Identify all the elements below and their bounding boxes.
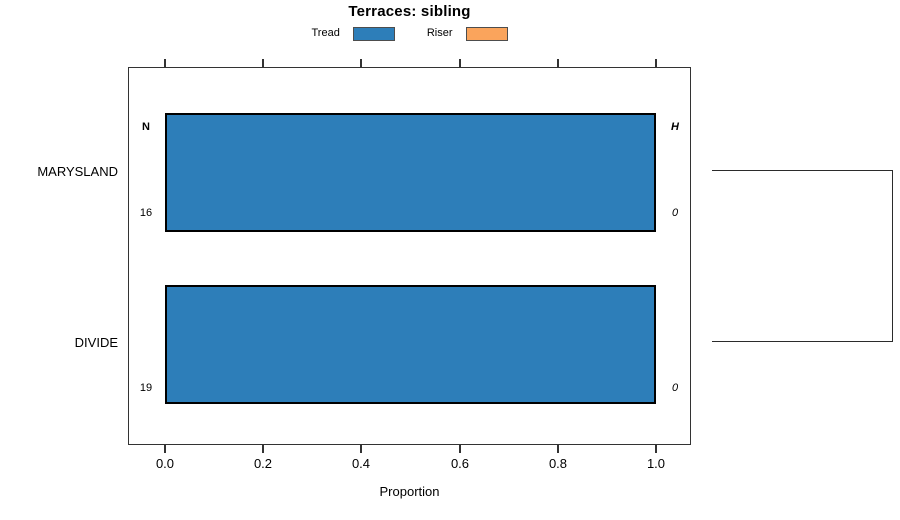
bottom-axis-tick: [360, 445, 362, 453]
x-tick-label: 0.6: [450, 456, 470, 471]
bottom-axis-tick: [655, 445, 657, 453]
chart-title: Terraces: sibling: [348, 3, 471, 20]
legend-swatch-riser: [465, 26, 508, 41]
top-axis-tick: [557, 59, 559, 67]
bottom-axis-tick: [557, 445, 559, 453]
legend: Tread Riser: [128, 25, 691, 42]
legend-label-tread: Tread: [311, 27, 340, 39]
legend-item-tread: Tread: [311, 26, 395, 41]
annotation-h-header: H: [671, 121, 679, 133]
bottom-axis-tick: [459, 445, 461, 453]
top-axis-tick: [459, 59, 461, 67]
x-tick-label: 0.4: [351, 456, 371, 471]
top-axis-tick: [655, 59, 657, 67]
x-tick-label: 1.0: [646, 456, 666, 471]
bottom-axis-tick: [164, 445, 166, 453]
x-tick-label: 0.8: [548, 456, 568, 471]
y-tick-label-marysland: MARYSLAND: [37, 164, 118, 179]
bottom-axis-tick: [262, 445, 264, 453]
top-axis-tick: [262, 59, 264, 67]
legend-label-riser: Riser: [426, 27, 453, 39]
legend-swatch-tread: [352, 26, 395, 41]
y-tick-label-divide: DIVIDE: [74, 335, 118, 350]
annotation-n-divide: 19: [139, 382, 153, 394]
top-axis-tick: [360, 59, 362, 67]
legend-item-riser: Riser: [426, 26, 508, 41]
bar-marysland-tread: [165, 113, 656, 232]
right-link-bracket: [712, 170, 893, 342]
annotation-n-marysland: 16: [139, 207, 153, 219]
x-axis-title: Proportion: [379, 484, 440, 499]
top-axis-tick: [164, 59, 166, 67]
annotation-n-header: N: [142, 121, 150, 133]
annotation-h-marysland: 0: [671, 207, 679, 219]
bar-divide-tread: [165, 285, 656, 404]
x-tick-label: 0.2: [253, 456, 273, 471]
annotation-h-divide: 0: [671, 382, 679, 394]
x-tick-label: 0.0: [155, 456, 175, 471]
